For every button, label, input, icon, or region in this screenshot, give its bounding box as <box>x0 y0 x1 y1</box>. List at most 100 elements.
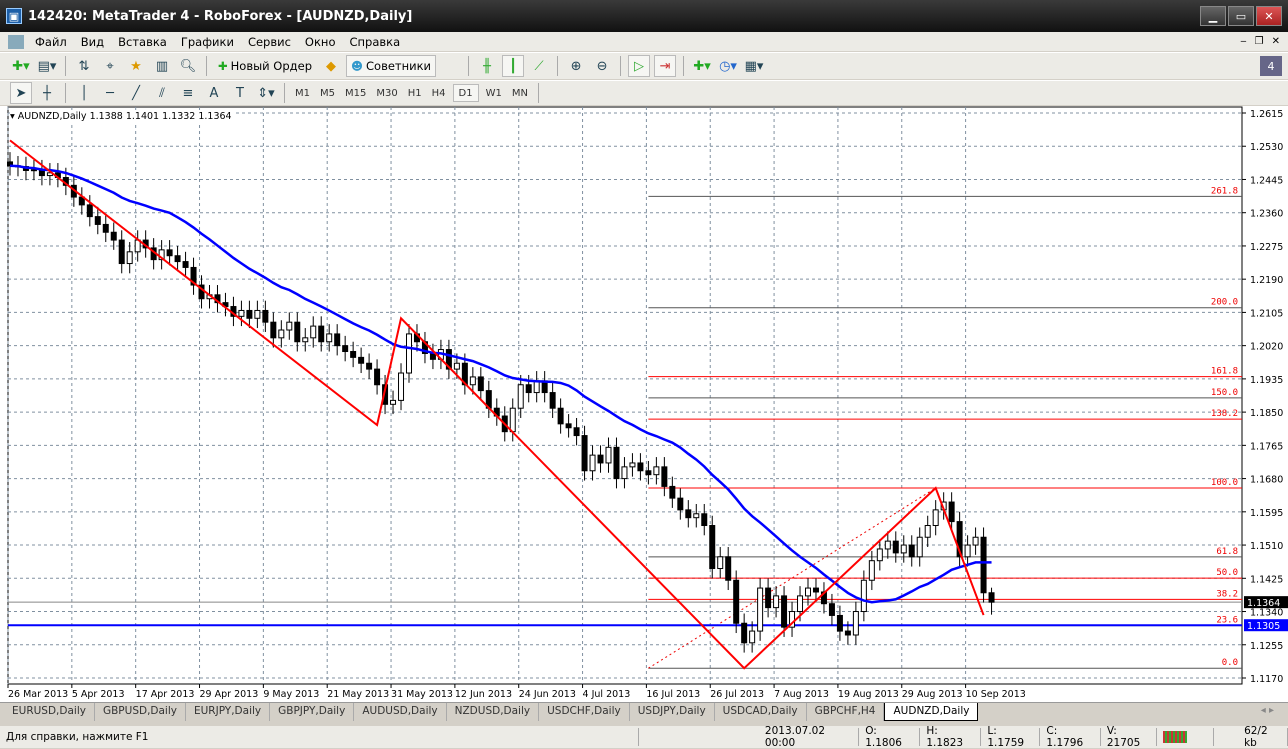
text-label-icon[interactable]: T <box>236 85 244 101</box>
crosshair-icon[interactable]: ┼ <box>43 85 51 101</box>
trendline-icon[interactable]: ╱ <box>132 85 140 101</box>
new-order-button[interactable]: ✚ Новый Ордер <box>218 59 312 73</box>
vertical-line-icon[interactable]: │ <box>80 85 88 101</box>
y-tick-label: 1.1935 <box>1250 375 1283 386</box>
x-tick-label: 24 Jun 2013 <box>519 689 576 700</box>
tab-scroll-arrows[interactable]: ◂ ▸ <box>1260 705 1274 716</box>
zoom-in-icon[interactable]: ⊕ <box>570 58 582 74</box>
candle-body <box>262 309 269 323</box>
bid-price-label: 1.1364 <box>1247 598 1280 609</box>
chart-shift-icon[interactable]: ⇥ <box>654 55 677 77</box>
close-button[interactable]: ✕ <box>1256 6 1282 26</box>
timeframe-m5[interactable]: M5 <box>320 87 335 99</box>
tab-audusd[interactable]: AUDUSD,Daily <box>354 703 447 721</box>
candle-body <box>884 540 891 550</box>
tab-gbpusd[interactable]: GBPUSD,Daily <box>95 703 186 721</box>
metaeditor-icon[interactable]: ◆ <box>326 58 336 74</box>
timeframe-mn[interactable]: MN <box>511 87 528 99</box>
doc-close-button[interactable]: ✕ <box>1271 36 1280 47</box>
candle-body <box>836 614 843 632</box>
x-tick-label: 29 Aug 2013 <box>902 689 963 700</box>
bar-chart-icon[interactable]: ╫ <box>483 58 491 74</box>
menu-view[interactable]: Вид <box>80 34 105 49</box>
candle-body <box>876 548 883 562</box>
experts-button[interactable]: ☻ Советники <box>346 55 437 77</box>
candle-body <box>86 204 93 218</box>
fibo-level-label: 38.2 <box>1216 589 1238 599</box>
candle-body <box>445 349 452 370</box>
fibonacci-icon[interactable]: ≡ <box>182 85 194 101</box>
candlestick-icon[interactable]: ┃ <box>502 55 525 77</box>
y-tick-label: 1.1680 <box>1250 475 1283 486</box>
arrows-icon[interactable]: ⇕▾ <box>257 85 275 101</box>
tab-usdchf[interactable]: USDCHF,Daily <box>539 703 630 721</box>
terminal-icon[interactable]: ▥ <box>155 58 169 74</box>
menu-tools[interactable]: Сервис <box>247 34 291 49</box>
market-watch-icon[interactable]: ⇅ <box>78 58 90 74</box>
templates-icon[interactable]: ▦▾ <box>744 58 764 74</box>
navigator-icon[interactable]: ★ <box>130 58 142 74</box>
menu-insert[interactable]: Вставка <box>118 34 167 49</box>
minimize-button[interactable]: ▁ <box>1200 6 1226 26</box>
candle-body <box>765 587 772 609</box>
timeframe-m1[interactable]: M1 <box>295 87 310 99</box>
timeframe-h4[interactable]: H4 <box>431 87 446 99</box>
x-tick-label: 10 Sep 2013 <box>966 689 1026 700</box>
candle-body <box>805 587 811 597</box>
data-window-icon[interactable]: ⌖ <box>106 58 114 74</box>
candle-body <box>812 587 819 593</box>
tab-nzdusd[interactable]: NZDUSD,Daily <box>447 703 540 721</box>
text-icon[interactable]: A <box>209 85 219 101</box>
tab-usdcad[interactable]: USDCAD,Daily <box>715 703 807 721</box>
auto-scroll-icon[interactable]: ▷ <box>628 55 651 77</box>
tab-gbpjpy[interactable]: GBPJPY,Daily <box>270 703 355 721</box>
candle-body <box>589 454 596 472</box>
zoom-out-icon[interactable]: ⊖ <box>596 58 608 74</box>
doc-restore-button[interactable]: ❐ <box>1254 36 1264 47</box>
experts-icon: ☻ <box>351 59 363 73</box>
menu-window[interactable]: Окно <box>304 34 336 49</box>
new-order-icon: ✚ <box>218 59 228 73</box>
doc-minimize-button[interactable]: ‒ <box>1240 36 1247 47</box>
profiles-icon[interactable]: ▤▾ <box>37 58 57 74</box>
tab-audnzd[interactable]: AUDNZD,Daily <box>884 703 979 721</box>
timeframe-m15[interactable]: M15 <box>345 87 367 99</box>
candle-body <box>916 536 923 558</box>
menu-file[interactable]: Файл <box>35 34 67 49</box>
candle-body <box>908 544 915 558</box>
notification-icon[interactable]: 4 <box>1260 56 1282 76</box>
fibo-level-label: 0.0 <box>1222 658 1238 668</box>
indicators-icon[interactable]: ✚▾ <box>693 58 711 74</box>
tab-usdjpy[interactable]: USDJPY,Daily <box>630 703 715 721</box>
candle-body <box>621 466 628 480</box>
price-chart[interactable]: 1.2615 1.2530 1.2445 1.2360 1.2275 1.2190 1.21… <box>0 106 1288 702</box>
chart-window[interactable]: 1.2615 1.2530 1.2445 1.2360 1.2275 1.2190 1.21… <box>0 106 1288 702</box>
cursor-icon[interactable]: ➤ <box>10 82 32 104</box>
status-open: O: 1.1806 <box>859 725 921 749</box>
candle-body <box>797 595 804 613</box>
candle-body <box>900 544 907 554</box>
periods-icon[interactable]: ◷▾ <box>719 58 737 74</box>
equidistant-channel-icon[interactable]: ⫽ <box>159 85 165 101</box>
x-tick-label: 12 Jun 2013 <box>455 689 512 700</box>
maximize-button[interactable]: ▭ <box>1228 6 1254 26</box>
horizontal-line-icon[interactable]: ─ <box>106 85 114 101</box>
timeframe-d1[interactable]: D1 <box>452 84 479 102</box>
y-tick-label: 1.1170 <box>1250 674 1283 685</box>
tab-eurusd[interactable]: EURUSD,Daily <box>4 703 95 721</box>
candle-body <box>366 362 373 370</box>
tab-eurjpy[interactable]: EURJPY,Daily <box>186 703 271 721</box>
timeframe-m30[interactable]: M30 <box>376 87 398 99</box>
new-chart-icon[interactable]: ✚▾ <box>12 58 30 74</box>
metatrader-icon: ▣ <box>6 8 22 24</box>
candle-body <box>932 509 939 527</box>
timeframe-h1[interactable]: H1 <box>407 87 422 99</box>
line-chart-icon[interactable]: ⟋ <box>534 58 544 74</box>
menu-help[interactable]: Справка <box>349 34 401 49</box>
strategy-tester-icon[interactable]: 🔍︎ <box>179 58 197 74</box>
timeframe-w1[interactable]: W1 <box>485 87 502 99</box>
fibo-level-label: 100.0 <box>1211 478 1238 488</box>
tab-gbpchf[interactable]: GBPCHF,H4 <box>807 703 885 721</box>
x-tick-label: 17 Apr 2013 <box>136 689 195 700</box>
menu-charts[interactable]: Графики <box>180 34 234 49</box>
